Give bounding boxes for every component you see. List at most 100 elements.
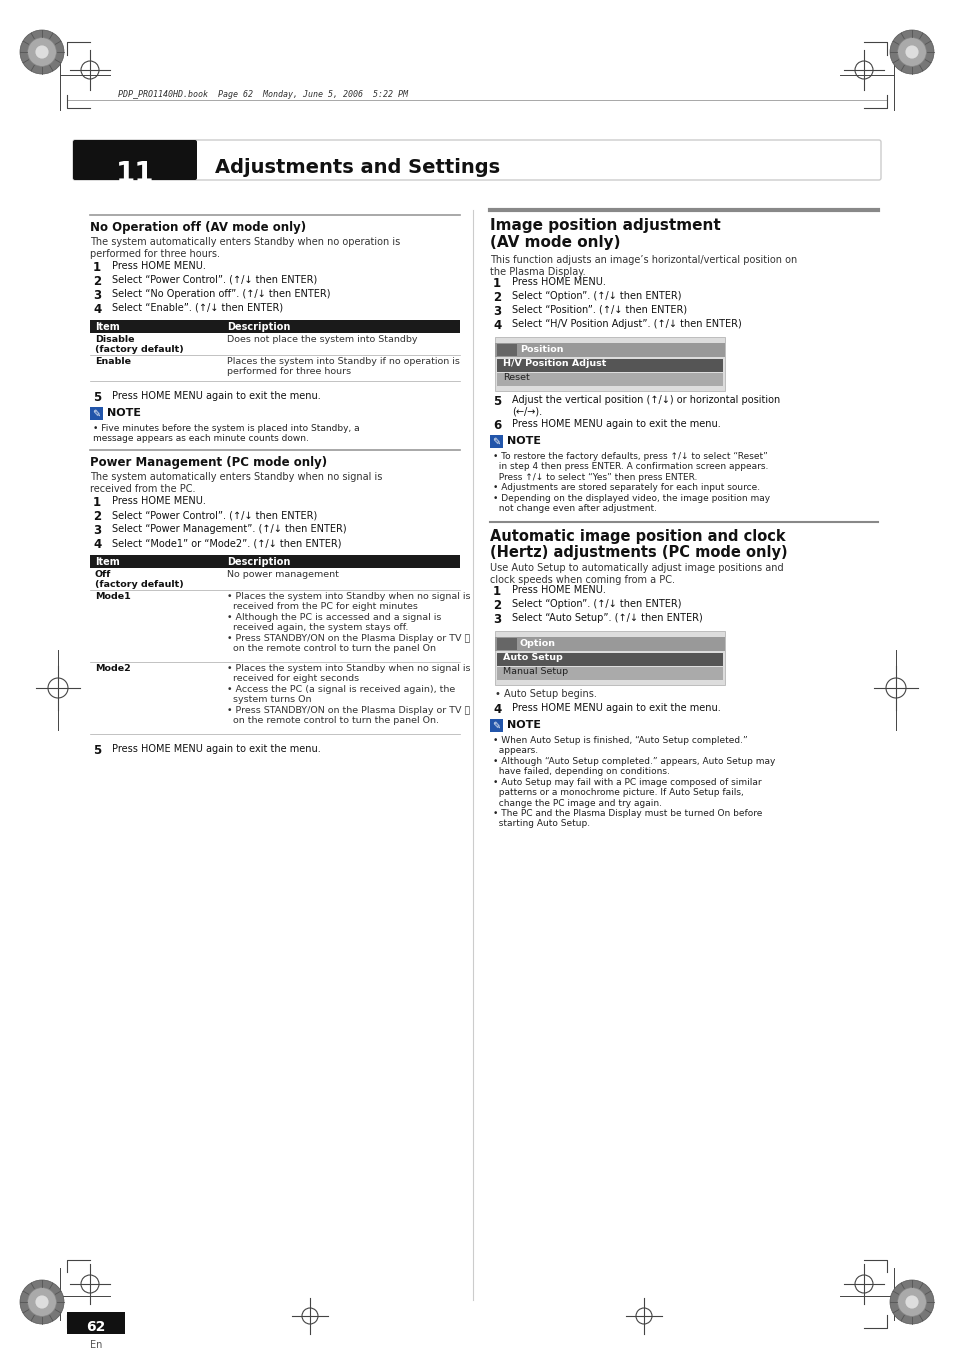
Bar <box>490 435 502 449</box>
Text: 3: 3 <box>493 305 500 317</box>
Circle shape <box>889 1279 933 1324</box>
Text: NOTE: NOTE <box>506 436 540 446</box>
Bar <box>90 555 459 567</box>
Text: ✎: ✎ <box>91 408 100 419</box>
Text: Select “Power Management”. (↑/↓ then ENTER): Select “Power Management”. (↑/↓ then ENT… <box>112 524 346 534</box>
Text: Automatic image position and clock: Automatic image position and clock <box>490 530 785 544</box>
Bar <box>497 359 722 372</box>
Text: • When Auto Setup is finished, “Auto Setup completed.”
  appears.: • When Auto Setup is finished, “Auto Set… <box>493 736 747 755</box>
Text: Description: Description <box>227 557 290 567</box>
Text: 2: 2 <box>493 598 500 612</box>
Text: Select “Mode1” or “Mode2”. (↑/↓ then ENTER): Select “Mode1” or “Mode2”. (↑/↓ then ENT… <box>112 538 341 549</box>
Text: • Although “Auto Setup completed.” appears, Auto Setup may
  have failed, depend: • Although “Auto Setup completed.” appea… <box>493 757 775 777</box>
Bar <box>90 320 459 332</box>
Circle shape <box>889 30 933 74</box>
Text: • Places the system into Standby when no signal is
  received from the PC for ei: • Places the system into Standby when no… <box>227 592 470 653</box>
Text: 4: 4 <box>493 703 500 716</box>
Text: Press HOME MENU.: Press HOME MENU. <box>112 261 206 272</box>
Text: Adjust the vertical position (↑/↓) or horizontal position
(←/→).: Adjust the vertical position (↑/↓) or ho… <box>512 394 780 416</box>
Circle shape <box>28 38 56 66</box>
Circle shape <box>904 1296 918 1309</box>
Text: (AV mode only): (AV mode only) <box>490 235 619 250</box>
Text: Off
(factory default): Off (factory default) <box>95 570 184 589</box>
Text: Item: Item <box>95 322 120 332</box>
Text: 1: 1 <box>493 277 500 290</box>
Bar <box>497 373 722 386</box>
Text: Select “Power Control”. (↑/↓ then ENTER): Select “Power Control”. (↑/↓ then ENTER) <box>112 509 317 520</box>
Bar <box>90 407 103 420</box>
Text: Press HOME MENU again to exit the menu.: Press HOME MENU again to exit the menu. <box>512 703 720 713</box>
Text: Select “No Operation off”. (↑/↓ then ENTER): Select “No Operation off”. (↑/↓ then ENT… <box>112 289 330 299</box>
Text: Press HOME MENU again to exit the menu.: Press HOME MENU again to exit the menu. <box>112 744 320 754</box>
Text: • Auto Setup may fail with a PC image composed of similar
  patterns or a monoch: • Auto Setup may fail with a PC image co… <box>493 778 760 808</box>
Text: 5: 5 <box>92 390 101 404</box>
FancyBboxPatch shape <box>73 141 196 180</box>
Text: Select “Option”. (↑/↓ then ENTER): Select “Option”. (↑/↓ then ENTER) <box>512 290 680 301</box>
Circle shape <box>897 1288 925 1316</box>
Text: Does not place the system into Standby: Does not place the system into Standby <box>227 335 417 345</box>
Text: Press HOME MENU.: Press HOME MENU. <box>512 585 605 594</box>
Text: 2: 2 <box>92 276 101 288</box>
Bar <box>495 343 724 357</box>
Text: No power management: No power management <box>227 570 338 580</box>
Text: Select “Enable”. (↑/↓ then ENTER): Select “Enable”. (↑/↓ then ENTER) <box>112 303 283 313</box>
Text: Enable: Enable <box>95 357 131 366</box>
Text: Position: Position <box>519 345 563 354</box>
Circle shape <box>20 1279 64 1324</box>
Circle shape <box>20 30 64 74</box>
Circle shape <box>897 38 925 66</box>
Text: Option: Option <box>519 639 556 647</box>
Text: 1: 1 <box>92 261 101 274</box>
FancyBboxPatch shape <box>73 141 880 180</box>
Text: 2: 2 <box>493 290 500 304</box>
Text: Select “Auto Setup”. (↑/↓ then ENTER): Select “Auto Setup”. (↑/↓ then ENTER) <box>512 613 702 623</box>
Text: Mode1: Mode1 <box>95 592 131 601</box>
Bar <box>490 719 502 732</box>
Text: 6: 6 <box>493 419 500 432</box>
Bar <box>67 1312 125 1333</box>
Text: Manual Setup: Manual Setup <box>502 666 568 676</box>
Text: Select “Power Control”. (↑/↓ then ENTER): Select “Power Control”. (↑/↓ then ENTER) <box>112 276 317 285</box>
Text: • Adjustments are stored separately for each input source.: • Adjustments are stored separately for … <box>493 482 760 492</box>
Text: 3: 3 <box>493 613 500 626</box>
Circle shape <box>28 1288 56 1316</box>
Text: 62: 62 <box>86 1320 106 1333</box>
Bar <box>497 667 722 680</box>
Text: 5: 5 <box>493 394 500 408</box>
Text: 11: 11 <box>115 159 154 188</box>
Text: 1: 1 <box>493 585 500 598</box>
Text: Image position adjustment: Image position adjustment <box>490 218 720 232</box>
Text: • Five minutes before the system is placed into Standby, a
message appears as ea: • Five minutes before the system is plac… <box>92 424 359 443</box>
Text: En: En <box>90 1340 102 1350</box>
Text: Select “Option”. (↑/↓ then ENTER): Select “Option”. (↑/↓ then ENTER) <box>512 598 680 609</box>
Text: The system automatically enters Standby when no signal is
received from the PC.: The system automatically enters Standby … <box>90 471 382 493</box>
Text: • Auto Setup begins.: • Auto Setup begins. <box>495 689 597 698</box>
Text: 4: 4 <box>92 538 101 551</box>
Text: Select “Position”. (↑/↓ then ENTER): Select “Position”. (↑/↓ then ENTER) <box>512 305 686 315</box>
Bar <box>497 638 517 650</box>
Text: • The PC and the Plasma Display must be turned On before
  starting Auto Setup.: • The PC and the Plasma Display must be … <box>493 808 761 828</box>
Text: Places the system into Standby if no operation is
performed for three hours: Places the system into Standby if no ope… <box>227 357 459 377</box>
Text: • Places the system into Standby when no signal is
  received for eight seconds
: • Places the system into Standby when no… <box>227 663 470 725</box>
Text: Auto Setup: Auto Setup <box>502 653 562 662</box>
Text: 4: 4 <box>92 303 101 316</box>
Bar <box>497 345 517 357</box>
Text: Disable
(factory default): Disable (factory default) <box>95 335 184 354</box>
Text: Press HOME MENU.: Press HOME MENU. <box>512 277 605 286</box>
Text: ✎: ✎ <box>492 720 499 731</box>
Circle shape <box>35 46 49 58</box>
Circle shape <box>904 46 918 58</box>
Text: NOTE: NOTE <box>107 408 141 419</box>
Text: (Hertz) adjustments (PC mode only): (Hertz) adjustments (PC mode only) <box>490 544 787 561</box>
Text: 3: 3 <box>92 524 101 536</box>
Text: Press HOME MENU again to exit the menu.: Press HOME MENU again to exit the menu. <box>512 419 720 430</box>
Text: Press HOME MENU again to exit the menu.: Press HOME MENU again to exit the menu. <box>112 390 320 401</box>
Text: Press HOME MENU.: Press HOME MENU. <box>112 496 206 507</box>
Bar <box>495 631 724 685</box>
Text: 1: 1 <box>92 496 101 509</box>
Text: • Depending on the displayed video, the image position may
  not change even aft: • Depending on the displayed video, the … <box>493 494 769 513</box>
Text: This function adjusts an image’s horizontal/vertical position on
the Plasma Disp: This function adjusts an image’s horizon… <box>490 255 797 277</box>
Text: Power Management (PC mode only): Power Management (PC mode only) <box>90 457 327 469</box>
Text: The system automatically enters Standby when no operation is
performed for three: The system automatically enters Standby … <box>90 236 400 258</box>
Text: Adjustments and Settings: Adjustments and Settings <box>214 158 499 177</box>
